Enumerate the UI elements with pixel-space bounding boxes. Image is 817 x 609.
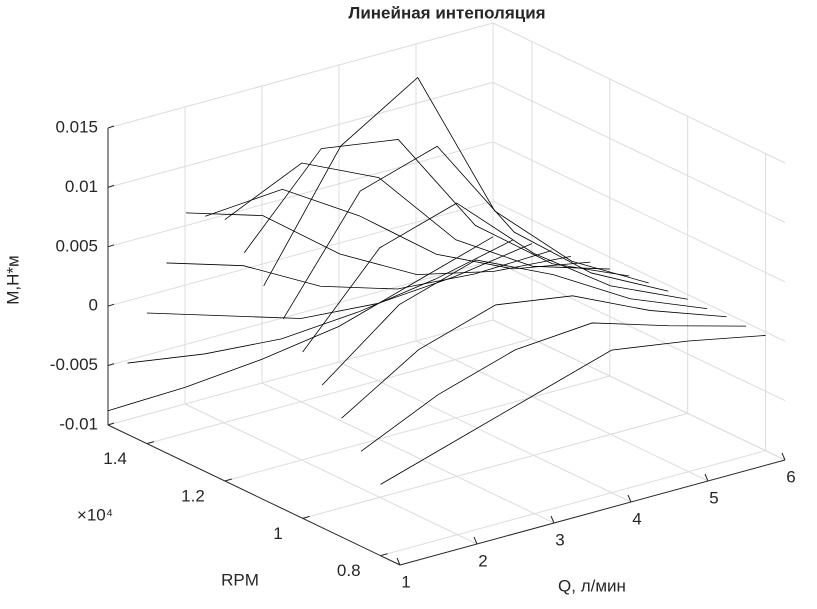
chart-title: Линейная интеполяция [348,3,545,22]
mesh-line [127,239,513,364]
x-tick-label: 5 [709,488,718,507]
x-tick-label: 2 [478,551,487,570]
axis-line [399,459,786,566]
tick-mark [107,125,115,129]
tick-mark [107,422,115,426]
grid-line [380,450,766,557]
grid-line [224,375,610,482]
tick-mark [396,557,401,566]
mesh-line [205,188,591,270]
z-tick-label: -0.005 [50,355,98,374]
z-tick-label: 0.01 [65,177,98,196]
x-tick-label: 1 [401,572,410,591]
tick-mark [781,452,786,461]
z-tick-label: 0 [89,296,98,315]
grid-line [261,382,555,524]
grid-line [492,141,786,283]
grid-line [107,81,494,188]
y-tick-label: 1.4 [103,449,127,468]
grid-line [107,319,494,426]
mesh-line [321,259,708,386]
grid-line [492,22,786,164]
tick-mark [380,553,388,557]
mesh-line [166,250,552,290]
mesh-line [360,322,747,452]
grid-line [492,260,786,402]
mesh-line [107,236,494,412]
y-axis-label: RPM [221,570,259,589]
mesh-line [224,162,610,270]
tick-mark [224,478,232,482]
z-tick-label: 0.015 [55,117,98,136]
tick-mark [107,244,115,248]
tick-mark [146,441,155,445]
tick-mark [473,536,478,545]
mesh-line [263,76,649,287]
axis-line [107,424,401,566]
tick-mark [550,515,555,524]
mesh-line [243,139,630,277]
tick-mark [627,494,632,503]
mesh-line [380,335,766,485]
tick-mark [107,303,115,307]
grid-line [184,403,478,545]
y-exponent-label: ×10⁴ [77,505,113,524]
grid-line [338,361,632,503]
mesh-line [302,202,688,353]
grid-line [302,412,688,519]
grid-line [107,260,494,367]
y-tick-label: 1.2 [181,486,205,505]
grid-line [107,141,494,248]
tick-mark [704,473,709,482]
x-axis-label: Q, л/мин [558,576,626,595]
tick-mark [107,184,115,188]
z-tick-label: 0.005 [55,236,98,255]
grid-line [146,338,533,445]
z-tick-label: -0.01 [59,414,98,433]
y-tick-label: 0.8 [337,561,361,580]
x-tick-label: 6 [786,467,795,486]
grid-line [107,22,494,129]
mesh-line [341,295,727,419]
x-tick-label: 3 [555,530,564,549]
y-tick-label: 1 [273,524,282,543]
tick-mark [302,515,310,519]
x-tick-label: 4 [632,509,641,528]
grid-line [492,81,786,223]
grid-line [492,200,786,342]
grid-line [415,340,709,482]
mesh-line [282,145,669,320]
z-axis-label: M,H*м [3,255,22,304]
grid-line [492,319,786,461]
mesh-line [146,243,533,319]
grid-line [107,200,494,307]
mesh-line [185,212,571,275]
tick-mark [107,363,115,367]
